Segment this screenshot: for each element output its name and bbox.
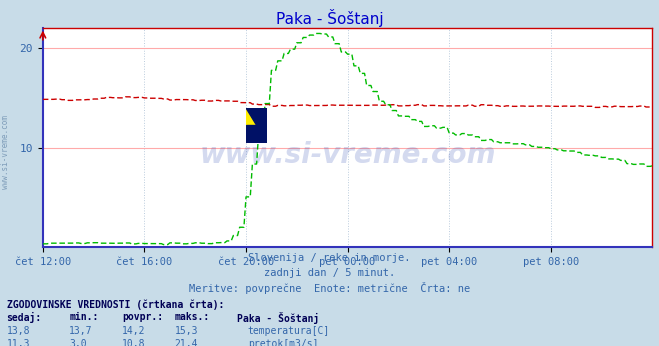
Text: zadnji dan / 5 minut.: zadnji dan / 5 minut.: [264, 268, 395, 278]
Text: www.si-vreme.com: www.si-vreme.com: [1, 115, 10, 189]
Text: 13,7: 13,7: [69, 326, 93, 336]
Text: ZGODOVINSKE VREDNOSTI (črtkana črta):: ZGODOVINSKE VREDNOSTI (črtkana črta):: [7, 299, 224, 310]
Polygon shape: [246, 108, 267, 143]
Text: povpr.:: povpr.:: [122, 312, 163, 322]
Text: 13,8: 13,8: [7, 326, 30, 336]
Text: 11,3: 11,3: [7, 339, 30, 346]
Text: temperatura[C]: temperatura[C]: [248, 326, 330, 336]
Text: Paka - Šoštanj: Paka - Šoštanj: [237, 312, 320, 325]
Text: 14,2: 14,2: [122, 326, 146, 336]
Text: pretok[m3/s]: pretok[m3/s]: [248, 339, 318, 346]
Text: sedaj:: sedaj:: [7, 312, 42, 324]
Text: www.si-vreme.com: www.si-vreme.com: [200, 141, 496, 169]
Text: maks.:: maks.:: [175, 312, 210, 322]
Text: min.:: min.:: [69, 312, 99, 322]
Text: 3,0: 3,0: [69, 339, 87, 346]
Text: Paka - Šoštanj: Paka - Šoštanj: [275, 9, 384, 27]
Bar: [256, 108, 267, 125]
Text: 21,4: 21,4: [175, 339, 198, 346]
Bar: [246, 125, 267, 143]
Text: Meritve: povprečne  Enote: metrične  Črta: ne: Meritve: povprečne Enote: metrične Črta:…: [189, 282, 470, 294]
Text: 15,3: 15,3: [175, 326, 198, 336]
Bar: [246, 108, 256, 125]
Text: 10,8: 10,8: [122, 339, 146, 346]
Text: Slovenija / reke in morje.: Slovenija / reke in morje.: [248, 253, 411, 263]
